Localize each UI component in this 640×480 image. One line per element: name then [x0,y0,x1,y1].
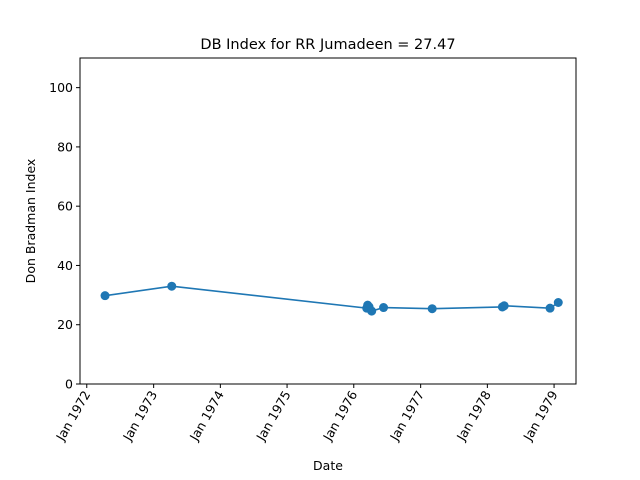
data-point [553,298,563,307]
y-tick-label: 0 [65,377,73,392]
axes-frame [79,57,577,385]
data-point [100,291,110,301]
data-point [545,303,555,313]
data-point [427,304,437,314]
chart-title: DB Index for RR Jumadeen = 27.47 [200,37,455,53]
series-line [104,285,559,313]
x-axis-label: Date [313,458,343,473]
plot-area [100,281,563,316]
y-tick-label: 20 [57,317,73,332]
y-tick-label: 60 [57,199,73,214]
data-point [379,303,389,313]
y-axis-label: Don Bradman Index [23,159,38,284]
y-tick-label: 80 [57,139,73,154]
y-tick-label: 40 [57,258,73,273]
data-point [499,301,509,311]
y-tick-label: 100 [49,80,73,95]
data-point [367,306,377,316]
data-point [167,281,177,291]
